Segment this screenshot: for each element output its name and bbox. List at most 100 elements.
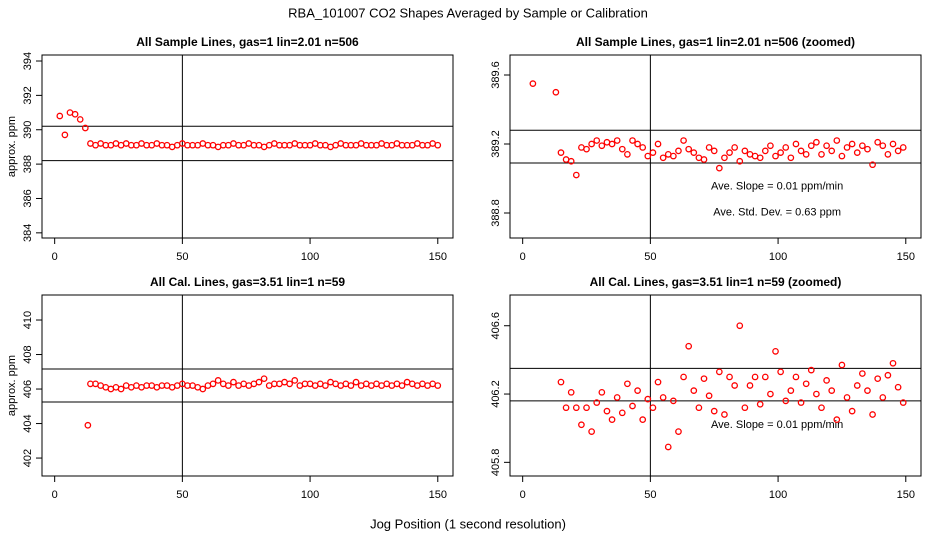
data-point — [81, 124, 89, 132]
data-point — [828, 387, 836, 394]
data-point — [859, 142, 866, 150]
data-point — [578, 421, 585, 429]
data-point — [894, 383, 902, 391]
data-point — [721, 154, 728, 162]
data-point — [869, 411, 876, 418]
data-point — [322, 382, 329, 389]
data-point — [797, 399, 805, 406]
data-point — [879, 394, 887, 401]
data-point — [705, 392, 713, 400]
data-point — [624, 150, 631, 158]
data-point — [807, 142, 815, 150]
data-point — [818, 150, 825, 158]
x-tick-label: 100 — [301, 251, 319, 263]
x-tick-label: 0 — [520, 251, 526, 263]
data-point — [557, 149, 565, 156]
data-point — [813, 138, 820, 146]
data-point — [593, 399, 601, 406]
x-tick-label: 50 — [176, 489, 188, 501]
data-point — [731, 144, 739, 151]
data-point — [843, 144, 851, 151]
data-point — [649, 149, 657, 156]
data-point — [767, 142, 774, 150]
data-point — [726, 373, 733, 381]
data-point — [731, 382, 739, 389]
data-point — [685, 145, 693, 153]
data-point — [746, 382, 754, 389]
y-tick-label: 390 — [22, 121, 34, 139]
data-point — [751, 373, 759, 381]
data-point — [772, 152, 779, 160]
annotation: Ave. Slope = 0.01 ppm/min — [711, 181, 843, 193]
y-tick-label: 386 — [22, 189, 34, 207]
data-point — [690, 149, 698, 156]
data-point — [869, 161, 876, 169]
data-point — [529, 80, 537, 87]
data-point — [853, 382, 861, 389]
data-point — [715, 164, 723, 172]
data-point — [741, 147, 749, 155]
data-point — [675, 147, 682, 155]
data-point — [593, 137, 601, 144]
data-point — [899, 144, 907, 151]
y-tick-label: 384 — [22, 224, 34, 242]
data-point — [772, 347, 779, 355]
data-point — [624, 380, 631, 388]
data-point — [700, 375, 708, 383]
data-point — [767, 390, 774, 398]
data-point — [680, 137, 687, 144]
data-point — [598, 388, 606, 396]
data-point — [639, 144, 647, 151]
y-tick-label: 406.6 — [490, 312, 502, 340]
data-point — [715, 368, 723, 376]
data-point — [787, 154, 795, 162]
data-point — [644, 395, 652, 403]
data-point — [618, 145, 626, 153]
data-point — [782, 397, 790, 405]
panel-title: All Sample Lines, gas=1 lin=2.01 n=506 (… — [576, 35, 855, 49]
data-point — [828, 147, 836, 155]
data-point — [398, 382, 406, 389]
data-point — [685, 342, 693, 350]
data-point — [61, 131, 69, 139]
data-point — [736, 322, 744, 330]
y-tick-label: 389.2 — [490, 130, 502, 158]
data-point — [741, 404, 749, 412]
data-point — [695, 404, 703, 412]
data-point — [823, 142, 830, 150]
data-point — [884, 371, 892, 379]
data-point — [710, 407, 718, 415]
data-point — [608, 140, 616, 148]
y-tick-label: 408 — [22, 345, 34, 363]
y-tick-label: 404 — [22, 414, 34, 432]
annotation: Ave. Slope = 0.01 ppm/min — [711, 419, 843, 431]
data-point — [787, 387, 795, 394]
data-point — [864, 145, 871, 153]
data-point — [710, 147, 718, 155]
panel: All Sample Lines, gas=1 lin=2.01 n=506 ap… — [6, 35, 454, 263]
data-point — [848, 407, 856, 415]
x-tick-label: 100 — [769, 251, 787, 263]
y-tick-label: 388.8 — [490, 199, 502, 227]
data-point — [802, 150, 810, 158]
data-point — [833, 416, 841, 424]
data-point — [874, 375, 882, 383]
y-tick-label: 406.2 — [490, 380, 502, 408]
data-point — [629, 402, 636, 410]
data-point — [690, 387, 698, 394]
data-point — [843, 394, 851, 401]
data-point — [583, 404, 590, 412]
data-point — [899, 399, 907, 406]
data-point — [777, 149, 784, 156]
panel-title: All Cal. Lines, gas=3.51 lin=1 n=59 (zoo… — [590, 275, 842, 289]
data-point — [199, 385, 207, 393]
data-point — [629, 137, 636, 144]
y-tick-label: 388 — [22, 155, 34, 173]
data-point — [260, 375, 268, 383]
y-axis-label: approx. ppm — [6, 116, 18, 177]
data-point — [756, 400, 764, 408]
data-point — [680, 373, 687, 381]
y-tick-label: 405.8 — [490, 449, 502, 477]
data-point — [654, 140, 662, 148]
x-tick-label: 0 — [52, 489, 58, 501]
